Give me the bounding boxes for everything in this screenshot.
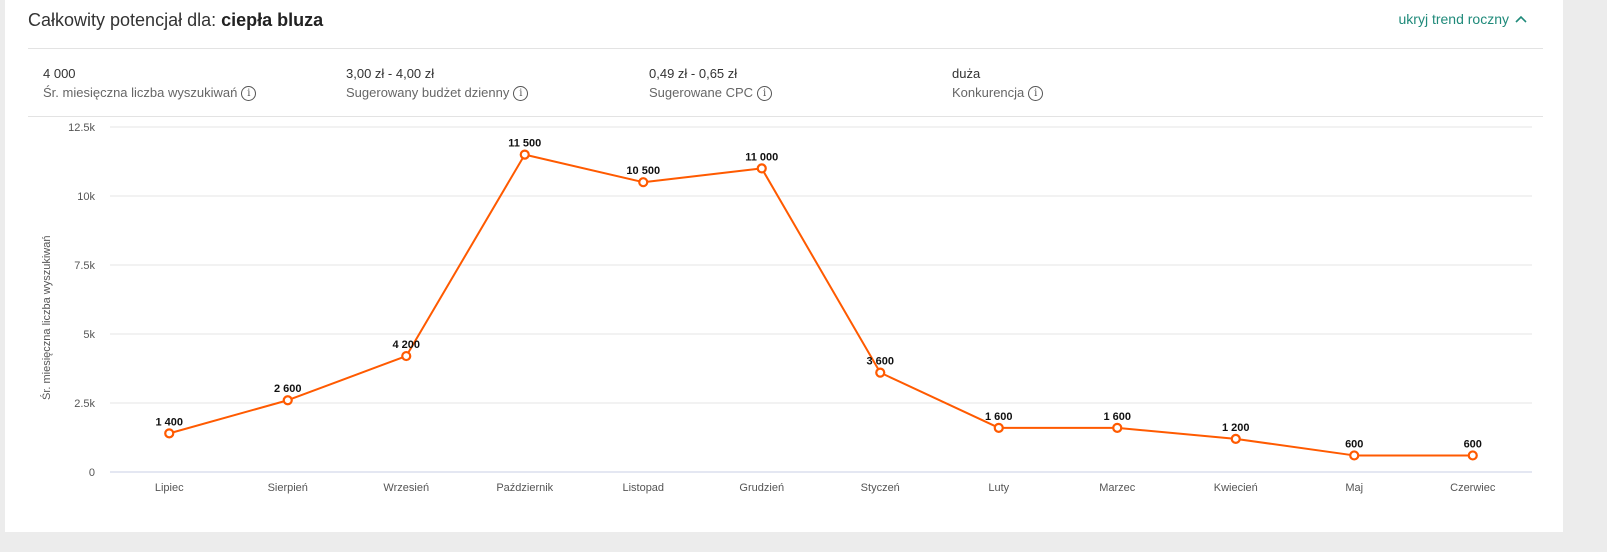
data-point[interactable] xyxy=(1467,450,1478,461)
y-axis-label: Śr. miesięczna liczba wyszukiwań xyxy=(40,236,53,400)
data-point[interactable] xyxy=(993,422,1004,433)
x-tick-label: Luty xyxy=(988,482,1009,494)
x-tick-label: Kwiecień xyxy=(1214,482,1258,494)
trend-chart: 0 2.5k 5k 7.5k 10k 12.5k Śr. miesięczna liczb… xyxy=(40,122,1532,494)
x-tick-label: Marzec xyxy=(1099,482,1136,494)
y-tick-label: 5k xyxy=(83,329,95,341)
x-tick-label: Październik xyxy=(496,482,553,494)
data-label: 600 xyxy=(1464,438,1482,450)
data-label: 1 600 xyxy=(985,411,1013,423)
stat-label: Sugerowany budżet dzienny xyxy=(346,85,510,100)
stat-label: Konkurencja xyxy=(952,85,1025,100)
card-header: Całkowity potencjał dla: ciepła bluza uk… xyxy=(5,0,1563,48)
data-label: 10 500 xyxy=(626,165,660,177)
title-prefix: Całkowity potencjał dla: xyxy=(28,10,222,30)
info-icon[interactable]: i xyxy=(513,85,529,101)
stat-label: Śr. miesięczna liczba wyszukiwań xyxy=(43,85,238,100)
x-tick-label: Wrzesień xyxy=(383,482,429,494)
info-icon[interactable]: i xyxy=(1028,85,1044,101)
data-label: 11 000 xyxy=(745,151,778,163)
chevron-up-icon xyxy=(1515,15,1527,23)
divider xyxy=(28,116,1543,117)
data-label: 1 200 xyxy=(1222,422,1250,434)
y-tick-label: 7.5k xyxy=(74,260,95,272)
toggle-trend-button[interactable]: ukryj trend roczny xyxy=(1399,11,1527,27)
title-keyword: ciepła bluza xyxy=(221,10,324,30)
data-point[interactable] xyxy=(1230,433,1241,444)
stat-value: duża xyxy=(952,66,981,81)
page-title: Całkowity potencjał dla: ciepła bluza xyxy=(28,10,323,31)
stat-value: 4 000 xyxy=(43,66,76,81)
data-point[interactable] xyxy=(1112,422,1123,433)
stat-avg-searches: 4 000 Śr. miesięczna liczba wyszukiwań i xyxy=(43,64,257,102)
x-tick-label: Lipiec xyxy=(155,482,184,494)
data-label: 1 600 xyxy=(1103,411,1131,423)
data-label: 2 600 xyxy=(274,383,302,395)
stat-value: 0,49 zł - 0,65 zł xyxy=(649,66,738,81)
info-icon[interactable]: i xyxy=(241,85,257,101)
x-tick-label: Grudzień xyxy=(739,482,784,494)
stat-cpc: 0,49 zł - 0,65 zł Sugerowane CPC i xyxy=(649,64,773,102)
data-point[interactable] xyxy=(519,149,530,160)
data-point[interactable] xyxy=(282,395,293,406)
y-tick-label: 0 xyxy=(89,467,95,479)
series-line xyxy=(168,153,1473,457)
x-tick-label: Styczeń xyxy=(861,482,900,494)
data-point[interactable] xyxy=(401,350,412,362)
data-label: 4 200 xyxy=(392,339,420,351)
stat-competition: duża Konkurencja i xyxy=(952,64,1044,102)
data-label: 1 400 xyxy=(155,416,183,428)
toggle-trend-label: ukryj trend roczny xyxy=(1398,11,1509,27)
data-point[interactable] xyxy=(638,177,649,188)
y-tick-label: 2.5k xyxy=(74,398,95,410)
data-label: 600 xyxy=(1345,438,1363,450)
stat-value: 3,00 zł - 4,00 zł xyxy=(346,66,435,81)
data-point[interactable] xyxy=(756,163,767,174)
data-point[interactable] xyxy=(875,367,886,378)
y-tick-label: 12.5k xyxy=(68,122,95,134)
trend-card: Całkowity potencjał dla: ciepła bluza uk… xyxy=(5,0,1563,532)
divider xyxy=(28,48,1543,49)
data-label: 3 600 xyxy=(866,356,894,368)
x-tick-label: Listopad xyxy=(622,482,664,494)
info-icon[interactable]: i xyxy=(757,85,773,101)
data-point[interactable] xyxy=(164,428,175,439)
x-tick-label: Maj xyxy=(1345,482,1363,494)
stat-daily-budget: 3,00 zł - 4,00 zł Sugerowany budżet dzie… xyxy=(346,64,529,102)
stat-label: Sugerowane CPC xyxy=(649,85,754,100)
data-label: 11 500 xyxy=(508,138,541,150)
stats-row: 4 000 Śr. miesięczna liczba wyszukiwań i … xyxy=(5,64,1563,108)
data-point[interactable] xyxy=(1349,450,1360,461)
y-tick-label: 10k xyxy=(77,191,95,203)
x-tick-label: Czerwiec xyxy=(1450,482,1496,494)
x-tick-label: Sierpień xyxy=(268,482,308,494)
